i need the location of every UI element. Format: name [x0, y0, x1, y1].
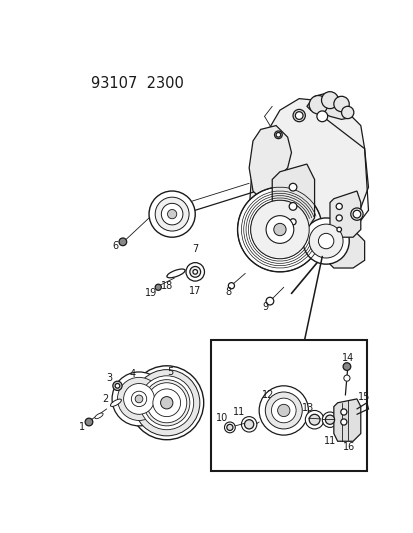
- Text: 16: 16: [342, 442, 354, 453]
- Text: 6: 6: [113, 241, 119, 252]
- Circle shape: [155, 284, 161, 290]
- Circle shape: [266, 216, 293, 244]
- Circle shape: [273, 223, 285, 236]
- Text: 18: 18: [160, 281, 173, 290]
- Circle shape: [277, 405, 289, 417]
- Circle shape: [190, 266, 200, 277]
- Circle shape: [266, 297, 273, 305]
- Circle shape: [167, 209, 176, 219]
- Circle shape: [259, 386, 308, 435]
- Circle shape: [161, 203, 183, 225]
- Circle shape: [288, 203, 296, 210]
- Text: 1: 1: [79, 422, 85, 432]
- Text: 3: 3: [107, 373, 113, 383]
- Text: 5: 5: [166, 367, 173, 377]
- Text: 11: 11: [233, 407, 244, 417]
- Circle shape: [340, 409, 346, 415]
- Text: 11: 11: [323, 436, 335, 446]
- Circle shape: [185, 263, 204, 281]
- Circle shape: [335, 215, 342, 221]
- Circle shape: [305, 410, 323, 429]
- Text: 17: 17: [189, 286, 201, 296]
- Circle shape: [271, 398, 295, 423]
- Circle shape: [129, 366, 203, 440]
- Circle shape: [321, 92, 338, 109]
- Circle shape: [352, 210, 360, 218]
- Circle shape: [336, 227, 341, 232]
- Circle shape: [152, 389, 180, 417]
- Circle shape: [325, 415, 334, 424]
- Circle shape: [265, 392, 301, 429]
- Circle shape: [241, 417, 256, 432]
- Circle shape: [149, 191, 195, 237]
- Polygon shape: [329, 191, 360, 237]
- Circle shape: [119, 238, 126, 246]
- Text: 2: 2: [102, 394, 108, 404]
- Circle shape: [341, 106, 353, 119]
- Polygon shape: [272, 164, 314, 230]
- Polygon shape: [306, 93, 349, 119]
- Circle shape: [350, 208, 362, 220]
- Circle shape: [143, 379, 190, 426]
- Circle shape: [294, 112, 302, 119]
- Text: 8: 8: [225, 287, 231, 297]
- Circle shape: [321, 412, 337, 427]
- Circle shape: [275, 133, 280, 137]
- Text: 13: 13: [301, 403, 314, 413]
- Circle shape: [155, 197, 189, 231]
- Text: 93107  2300: 93107 2300: [91, 76, 184, 91]
- Circle shape: [115, 384, 119, 388]
- Circle shape: [140, 376, 193, 430]
- Circle shape: [244, 419, 253, 429]
- Polygon shape: [333, 399, 360, 441]
- Circle shape: [309, 95, 327, 114]
- Circle shape: [250, 200, 309, 259]
- Circle shape: [112, 372, 166, 426]
- Circle shape: [292, 109, 305, 122]
- Ellipse shape: [166, 269, 185, 278]
- Circle shape: [288, 183, 296, 191]
- Circle shape: [146, 383, 186, 423]
- Circle shape: [343, 375, 349, 381]
- Text: 9: 9: [261, 302, 268, 312]
- Ellipse shape: [110, 399, 121, 407]
- Circle shape: [226, 424, 233, 431]
- Polygon shape: [249, 99, 368, 256]
- Circle shape: [335, 203, 342, 209]
- Polygon shape: [325, 230, 364, 268]
- Text: 15: 15: [358, 392, 370, 401]
- Circle shape: [228, 282, 234, 289]
- Circle shape: [302, 218, 349, 264]
- Circle shape: [318, 233, 333, 249]
- Circle shape: [131, 391, 146, 407]
- Circle shape: [117, 377, 160, 421]
- Circle shape: [224, 422, 235, 433]
- Circle shape: [192, 270, 197, 274]
- Circle shape: [133, 370, 199, 436]
- Text: 19: 19: [145, 288, 157, 298]
- Polygon shape: [249, 126, 291, 218]
- Circle shape: [340, 419, 346, 425]
- Circle shape: [333, 96, 349, 112]
- Circle shape: [113, 381, 122, 391]
- Circle shape: [123, 384, 154, 414]
- Text: 12: 12: [261, 390, 274, 400]
- Circle shape: [309, 414, 319, 425]
- Text: 10: 10: [216, 413, 228, 423]
- Text: 7: 7: [192, 244, 198, 254]
- Circle shape: [309, 224, 342, 258]
- Circle shape: [274, 131, 282, 139]
- Text: 14: 14: [341, 353, 353, 363]
- Circle shape: [316, 111, 327, 122]
- Text: 4: 4: [130, 369, 135, 379]
- Circle shape: [160, 397, 173, 409]
- Circle shape: [342, 363, 350, 370]
- Circle shape: [85, 418, 93, 426]
- Circle shape: [237, 187, 321, 272]
- Circle shape: [135, 395, 142, 403]
- Bar: [210, 340, 366, 471]
- Circle shape: [289, 219, 295, 225]
- Ellipse shape: [95, 413, 103, 419]
